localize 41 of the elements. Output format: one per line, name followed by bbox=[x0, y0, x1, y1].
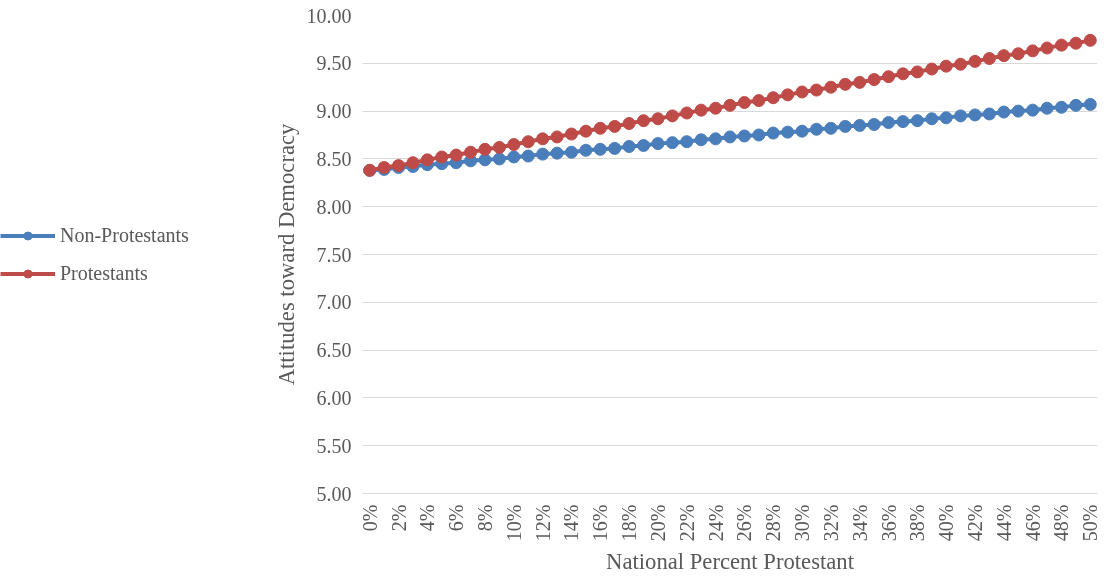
x-tick-label: 2% bbox=[387, 504, 410, 532]
x-tick-label: 4% bbox=[416, 504, 439, 532]
y-tick-label: 7.50 bbox=[316, 243, 352, 266]
x-tick-label: 20% bbox=[646, 504, 669, 542]
y-tick-label: 6.00 bbox=[316, 386, 352, 409]
x-tick-label: 22% bbox=[675, 504, 698, 542]
legend-label: Protestants bbox=[60, 261, 148, 285]
y-tick-label: 9.50 bbox=[316, 52, 352, 75]
x-tick-label: 28% bbox=[762, 504, 785, 542]
x-tick-label: 6% bbox=[445, 504, 468, 532]
x-tick-label: 16% bbox=[589, 504, 612, 542]
x-tick-label: 32% bbox=[819, 504, 842, 542]
y-tick-label: 8.00 bbox=[316, 195, 352, 218]
y-tick-label: 5.50 bbox=[316, 434, 352, 457]
x-tick-label: 36% bbox=[877, 504, 900, 542]
x-tick-label: 34% bbox=[848, 504, 871, 542]
y-tick-label: 5.00 bbox=[316, 482, 352, 505]
y-axis-title: Attitudes toward Democracy bbox=[273, 122, 299, 386]
y-tick-label: 7.00 bbox=[316, 291, 352, 314]
x-tick-label: 42% bbox=[964, 504, 986, 542]
x-tick-label: 18% bbox=[618, 504, 641, 542]
x-tick-label: 26% bbox=[733, 504, 756, 542]
x-axis-title: National Percent Protestant bbox=[606, 549, 855, 575]
y-tick-label: 10.00 bbox=[306, 4, 352, 27]
x-tick-label: 38% bbox=[906, 504, 929, 542]
x-tick-label: 48% bbox=[1050, 504, 1073, 542]
x-tick-label: 46% bbox=[1021, 504, 1044, 542]
x-tick-label: 40% bbox=[935, 504, 958, 542]
x-tick-label: 0% bbox=[358, 504, 381, 532]
x-tick-label: 10% bbox=[502, 504, 525, 542]
x-tick-label: 30% bbox=[791, 504, 814, 542]
legend-label: Non-Protestants bbox=[60, 223, 189, 247]
x-tick-label: 12% bbox=[531, 504, 554, 542]
x-tick-label: 50% bbox=[1079, 504, 1102, 542]
x-tick-label: 8% bbox=[474, 504, 496, 532]
x-tick-label: 14% bbox=[560, 504, 583, 542]
x-tick-label: 24% bbox=[704, 504, 727, 542]
y-tick-label: 6.50 bbox=[316, 339, 352, 362]
y-tick-label: 8.50 bbox=[316, 147, 352, 170]
x-tick-label: 44% bbox=[992, 504, 1015, 542]
y-tick-label: 9.00 bbox=[316, 100, 352, 123]
